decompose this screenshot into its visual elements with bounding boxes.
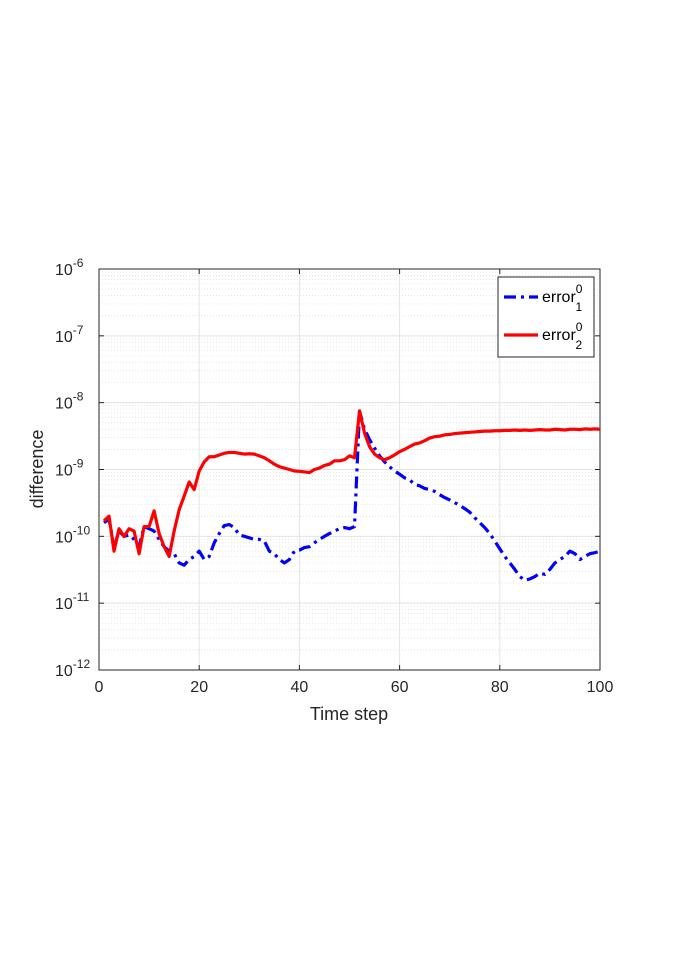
y-axis: 10-6 10-7 10-8 10-9 10-10 10-11 10-12 bbox=[55, 256, 600, 680]
x-tick-label: 20 bbox=[190, 679, 208, 696]
series-line-1 bbox=[103, 409, 600, 582]
legend: error0 1 error0 2 bbox=[497, 276, 595, 358]
x-tick-label: 40 bbox=[291, 679, 309, 696]
legend-box bbox=[497, 276, 595, 358]
x-axis: 0 20 40 60 80 100 bbox=[95, 269, 614, 696]
y-tick-label: 10-7 bbox=[55, 323, 84, 346]
y-tick-label: 10-6 bbox=[55, 256, 84, 279]
x-tick-label: 100 bbox=[587, 679, 614, 696]
x-axis-label: Time step bbox=[310, 704, 388, 724]
y-axis-label: difference bbox=[27, 430, 47, 509]
legend-label-2: error0 2 bbox=[542, 320, 583, 352]
y-tick-label: 10-11 bbox=[55, 590, 90, 613]
x-tick-label: 80 bbox=[491, 679, 509, 696]
series-line-2 bbox=[102, 409, 600, 559]
x-tick-label: 60 bbox=[391, 679, 409, 696]
y-tick-label: 10-12 bbox=[55, 657, 90, 680]
y-tick-label: 10-9 bbox=[55, 457, 84, 480]
y-tick-label: 10-10 bbox=[55, 523, 90, 546]
x-tick-label: 0 bbox=[95, 679, 104, 696]
legend-label-1: error0 1 bbox=[542, 282, 583, 314]
series-layer bbox=[102, 409, 600, 582]
y-tick-label: 10-8 bbox=[55, 390, 84, 413]
